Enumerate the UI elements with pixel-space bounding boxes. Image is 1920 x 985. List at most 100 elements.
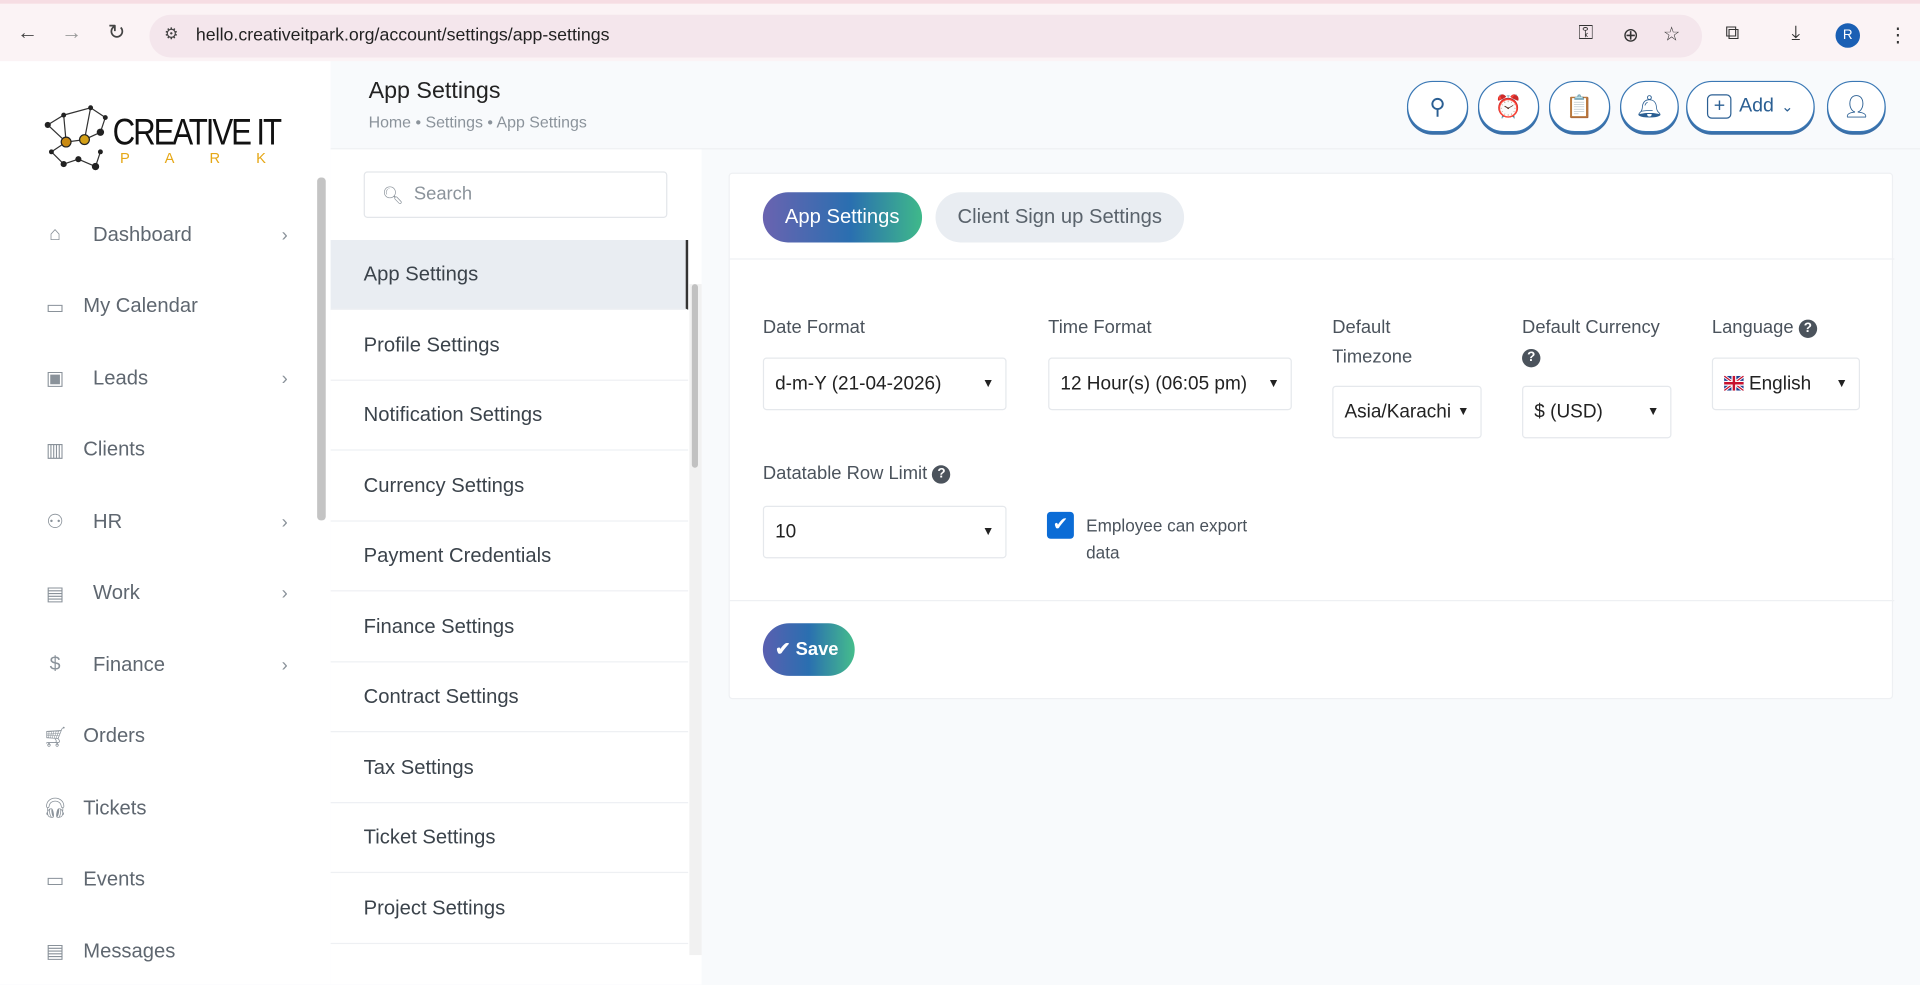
headset-icon: 🎧︎ (42, 798, 68, 820)
menu-icon[interactable]: ⋮ (1888, 25, 1908, 47)
key-icon[interactable]: ⚿ (1578, 23, 1594, 45)
people-icon: ⚇ (46, 511, 64, 533)
calendar-event-icon: ▭ (45, 870, 65, 891)
timezone-label: Default Timezone (1332, 313, 1412, 372)
settings-menu-item[interactable]: Profile Settings (330, 310, 689, 381)
chevron-down-icon: ⌄ (1781, 97, 1794, 116)
help-icon[interactable]: ? (932, 465, 951, 484)
timer-button[interactable]: ⏰ (1477, 80, 1540, 133)
building-icon: ▥ (45, 440, 65, 462)
settings-menu-item[interactable]: Currency Settings (330, 451, 689, 522)
settings-menu-item[interactable]: App Settings (330, 240, 689, 310)
timezone-select[interactable]: Asia/Karachi ▼ (1332, 385, 1482, 439)
sidebar-scrollbar[interactable] (317, 177, 326, 521)
cart-icon: 🛒︎ (42, 726, 68, 748)
sidebar-item-tickets[interactable]: 🎧︎ Tickets (0, 784, 316, 833)
sidebar-item-events[interactable]: ▭ Events (0, 855, 316, 904)
sidebar-item-my-calendar[interactable]: ▭ My Calendar (0, 282, 316, 331)
add-task-button[interactable]: 📋 (1548, 80, 1611, 133)
date-format-select[interactable]: d-m-Y (21-04-2026) ▼ (762, 357, 1007, 411)
user-icon: 👤︎ (1842, 93, 1871, 119)
caret-down-icon: ▼ (982, 525, 995, 539)
sidebar-item-label: Orders (83, 724, 146, 747)
profile-button[interactable]: 👤︎ (1826, 80, 1886, 133)
sidebar-item-hr[interactable]: ⚇ HR › (0, 497, 316, 546)
sidebar-item-label: Clients (83, 438, 146, 461)
currency-label-text: Default Currency (1522, 317, 1660, 338)
site-settings-icon[interactable]: ⚙ (164, 24, 179, 43)
language-select[interactable]: English ▼ (1711, 357, 1861, 411)
row-limit-label-text: Datatable Row Limit (762, 462, 928, 484)
settings-menu-scrollbar[interactable] (689, 284, 702, 956)
caret-down-icon: ▼ (1267, 377, 1280, 391)
sidebar-item-dashboard[interactable]: ⌂ Dashboard › (0, 211, 316, 260)
id-card-icon: ▣ (45, 368, 65, 390)
sidebar-item-work[interactable]: ▤ Work › (0, 569, 316, 618)
sidebar-item-label: Messages (83, 939, 176, 962)
row-limit-label: Datatable Row Limit ? (763, 459, 951, 488)
save-button[interactable]: ✔ Save (762, 623, 855, 676)
export-label-line2: data (1086, 542, 1120, 563)
chevron-right-icon: › (281, 654, 288, 676)
currency-select[interactable]: $ (USD) ▼ (1522, 385, 1672, 439)
extensions-icon[interactable]: ⧉ (1725, 23, 1740, 45)
add-button[interactable]: + Add ⌄ (1686, 80, 1815, 133)
download-icon[interactable]: ⤓ (1791, 23, 1801, 45)
divider (729, 600, 1895, 602)
timezone-label-line1: Default (1332, 317, 1391, 338)
settings-menu-item[interactable]: Finance Settings (330, 592, 689, 662)
help-icon[interactable]: ? (1522, 348, 1541, 368)
sidebar-item-orders[interactable]: 🛒︎ Orders (0, 712, 316, 761)
search-placeholder: Search (413, 183, 473, 205)
dollar-icon: $ (49, 653, 61, 675)
row-limit-value: 10 (775, 521, 797, 543)
page-title: App Settings (368, 78, 501, 105)
search-button[interactable]: ⚲ (1406, 80, 1469, 133)
sidebar-item-label: HR (93, 510, 123, 533)
settings-menu-item[interactable]: Notification Settings (330, 381, 689, 451)
language-value: English (1748, 373, 1812, 395)
language-label: Language ? (1712, 313, 1818, 342)
alarm-clock-icon: ⏰ (1494, 93, 1523, 119)
sidebar-item-messages[interactable]: ▤ Messages (0, 927, 316, 976)
settings-menu-item[interactable]: Ticket Settings (330, 803, 689, 874)
back-icon[interactable]: ← (17, 20, 38, 45)
settings-menu-item[interactable]: Contract Settings (330, 662, 689, 733)
time-format-value: 12 Hour(s) (06:05 pm) (1060, 373, 1248, 395)
tab-client-signup-settings[interactable]: Client Sign up Settings (935, 192, 1185, 243)
sidebar-item-label: Work (93, 581, 140, 604)
star-icon[interactable]: ☆ (1662, 24, 1681, 46)
message-icon: ▤ (45, 941, 65, 963)
sidebar-item-label: Events (83, 868, 146, 891)
help-icon[interactable]: ? (1798, 319, 1818, 338)
logo-text: CREATIVE IT (112, 112, 282, 154)
plus-square-icon: + (1707, 94, 1732, 119)
sidebar-item-finance[interactable]: $ Finance › (0, 640, 316, 689)
time-format-select[interactable]: 12 Hour(s) (06:05 pm) ▼ (1048, 357, 1292, 411)
sidebar: CREATIVE IT P A R K ⌂ Dashboard › ▭ My Calen… (0, 61, 331, 985)
sidebar-item-leads[interactable]: ▣ Leads › (0, 354, 316, 403)
address-bar[interactable]: ⚙ hello.creativeitpark.org/account/setti… (149, 14, 1703, 58)
save-label: Save (795, 639, 839, 661)
settings-search-input[interactable]: 🔍︎ Search (363, 171, 668, 218)
employee-export-checkbox[interactable]: ✔ (1046, 511, 1074, 539)
settings-menu-item[interactable]: Project Settings (330, 874, 689, 944)
zoom-icon[interactable]: ⊕ (1622, 25, 1639, 47)
forward-icon[interactable]: → (61, 20, 83, 45)
sidebar-item-clients[interactable]: ▥ Clients (0, 426, 316, 475)
settings-menu-item[interactable]: Payment Credentials (330, 522, 689, 592)
settings-menu-item[interactable]: Tax Settings (330, 733, 689, 803)
notifications-button[interactable]: 🔔︎ (1620, 80, 1679, 133)
settings-menu: 🔍︎ Search App Settings Profile Settings No… (330, 149, 702, 985)
date-format-value: d-m-Y (21-04-2026) (775, 373, 942, 395)
caret-down-icon: ▼ (1835, 377, 1848, 391)
logo-subtext: P A R K (120, 149, 282, 167)
sidebar-item-label: Tickets (83, 796, 147, 819)
reload-icon[interactable]: ↻ (107, 20, 126, 45)
check-icon: ✔ (775, 639, 791, 661)
employee-export-label[interactable]: Employee can export data (1086, 512, 1247, 566)
tab-app-settings[interactable]: App Settings (762, 192, 922, 243)
settings-card: App Settings Client Sign up Settings Dat… (728, 172, 1895, 700)
row-limit-select[interactable]: 10 ▼ (762, 505, 1007, 559)
profile-avatar[interactable]: R (1835, 23, 1861, 48)
